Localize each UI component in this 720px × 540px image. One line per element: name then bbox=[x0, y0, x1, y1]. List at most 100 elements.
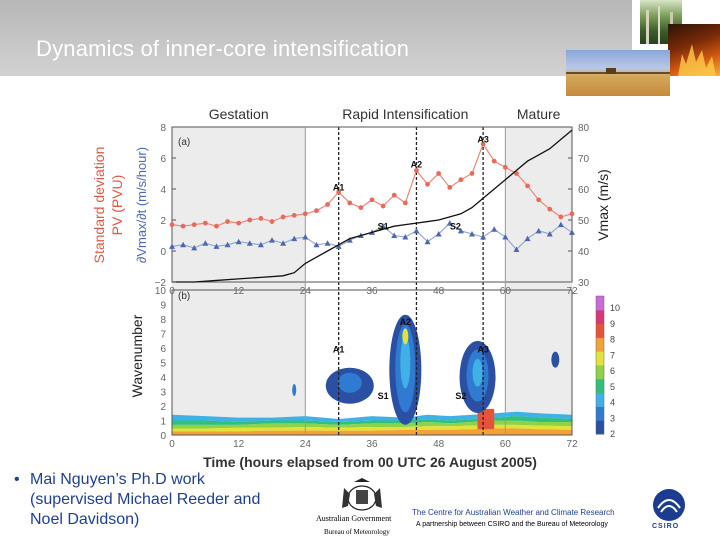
series-dvdt-point bbox=[169, 243, 175, 249]
series-pv-point bbox=[525, 183, 530, 189]
colorbar-frame bbox=[595, 295, 605, 435]
ytick-b: 8 bbox=[160, 315, 166, 326]
series-pv-point bbox=[336, 189, 342, 195]
ytick-right-a: 50 bbox=[578, 216, 590, 227]
series-dvdt-point bbox=[280, 240, 287, 246]
series-pv-point bbox=[269, 219, 275, 224]
ytick-b: 9 bbox=[160, 301, 166, 312]
ytick-b: 3 bbox=[160, 388, 166, 399]
panel-b-label: (b) bbox=[178, 291, 190, 302]
series-dvdt-point bbox=[302, 234, 309, 240]
colorbar-segment-1 bbox=[596, 406, 604, 421]
shaded-region-0 bbox=[172, 127, 306, 435]
colorbar-segment-7 bbox=[596, 323, 604, 338]
ytick-right-a: 30 bbox=[578, 278, 590, 289]
annotation-b-A1: A1 bbox=[333, 344, 345, 354]
xtick-a: 36 bbox=[366, 286, 378, 297]
colorbar-segment-6 bbox=[596, 337, 604, 352]
series-pv-point bbox=[202, 220, 208, 226]
heatmap-spike bbox=[477, 408, 495, 430]
series-dvdt-point bbox=[180, 241, 187, 248]
colorbar-segment-3 bbox=[596, 378, 604, 394]
ytick-b: 0 bbox=[160, 431, 166, 442]
ytick-left-a: 2 bbox=[160, 216, 166, 227]
phase-label: Mature bbox=[517, 106, 561, 122]
series-dvdt-point bbox=[257, 241, 264, 248]
series-pv-point bbox=[325, 202, 330, 207]
coat-of-arms-icon bbox=[342, 478, 382, 511]
cawcr-name: The Centre for Australian Weather and Cl… bbox=[412, 508, 615, 517]
colorbar-tick: 7 bbox=[610, 350, 615, 360]
annotation-a-A1: A1 bbox=[333, 183, 345, 193]
series-dvdt-point bbox=[435, 230, 442, 237]
series-pv-point bbox=[547, 206, 553, 212]
series-pv-point bbox=[536, 197, 542, 203]
annotation-a-S1: S1 bbox=[378, 221, 389, 231]
xtick-b: 36 bbox=[366, 439, 378, 450]
series-dvdt-point bbox=[424, 238, 431, 245]
xtick-a: 0 bbox=[169, 286, 175, 297]
ytick-right-a: 70 bbox=[578, 154, 590, 165]
series-dvdt-point bbox=[502, 234, 509, 240]
slide-title: Dynamics of inner-core intensification bbox=[36, 36, 410, 61]
bullet-text: Mai Nguyen’s Ph.D work (supervised Micha… bbox=[30, 471, 261, 528]
xtick-b: 24 bbox=[300, 439, 312, 450]
phase-label: Rapid Intensification bbox=[342, 106, 468, 122]
heatmap-blob-a3-core bbox=[472, 358, 483, 387]
series-pv-point bbox=[247, 217, 253, 223]
series-dvdt-point bbox=[235, 238, 242, 245]
ylabel-b: Wavenumber bbox=[129, 314, 145, 397]
heatmap-blob-a2-peak bbox=[402, 328, 409, 345]
colorbar-segment-5 bbox=[596, 351, 604, 366]
bullet-item: • Mai Nguyen’s Ph.D work (supervised Mic… bbox=[14, 470, 284, 530]
annotation-b-A3: A3 bbox=[477, 344, 489, 354]
series-dvdt-point bbox=[480, 234, 487, 240]
series-pv-point bbox=[558, 214, 564, 220]
series-dvdt-point bbox=[213, 243, 220, 249]
series-pv-point bbox=[302, 211, 308, 217]
ylabel-a-2: PV (PVU) bbox=[109, 175, 125, 236]
colorbar-segment-2 bbox=[596, 392, 604, 407]
series-pv-point bbox=[447, 185, 453, 190]
colorbar-tick: 10 bbox=[610, 303, 620, 313]
series-dvdt-point bbox=[513, 246, 520, 252]
series-dvdt-point bbox=[557, 221, 564, 228]
phase-label: Gestation bbox=[209, 106, 269, 122]
ytick-b: 6 bbox=[160, 344, 166, 355]
heatmap-band-2 bbox=[172, 420, 572, 429]
colorbar-segment-9 bbox=[596, 296, 604, 311]
colorbar-tick: 5 bbox=[610, 382, 615, 392]
series-pv-point bbox=[214, 223, 219, 229]
series-pv-point bbox=[314, 208, 319, 214]
heatmap-band-3 bbox=[172, 424, 572, 432]
ytick-b: 4 bbox=[160, 373, 166, 384]
colorbar-tick: 9 bbox=[610, 319, 615, 329]
xtick-a: 60 bbox=[500, 286, 512, 297]
fire-photo-icon bbox=[668, 24, 720, 76]
heatmap-band-0 bbox=[172, 411, 572, 422]
colorbar-segment-8 bbox=[596, 309, 604, 325]
series-pv-point bbox=[425, 181, 430, 187]
ytick-left-a: 4 bbox=[160, 185, 166, 196]
heatmap-blob-late bbox=[551, 351, 560, 368]
colorbar-tick: 4 bbox=[610, 398, 615, 408]
colorbar-segment-4 bbox=[596, 365, 604, 380]
colorbar-tick: 3 bbox=[610, 413, 615, 423]
series-dvdt-point bbox=[191, 244, 198, 251]
xtick-b: 48 bbox=[433, 439, 445, 450]
series-dvdt-point bbox=[446, 220, 453, 226]
series-pv-point bbox=[358, 205, 364, 211]
ytick-b: 1 bbox=[160, 417, 166, 428]
series-pv-point bbox=[280, 214, 286, 220]
series-pv-point bbox=[480, 141, 486, 147]
series-pv-point bbox=[458, 177, 464, 183]
series-dvdt-point bbox=[469, 230, 475, 237]
australian-government-logo: Australian Government Bureau of Meteorol… bbox=[316, 478, 408, 538]
series-pv-point bbox=[391, 192, 397, 198]
series-dvdt-point bbox=[324, 240, 331, 246]
series-dvdt-point bbox=[402, 234, 409, 240]
series-pv-point bbox=[569, 211, 575, 217]
series-pv-point bbox=[347, 200, 353, 206]
bullet-dot-icon: • bbox=[14, 471, 20, 488]
